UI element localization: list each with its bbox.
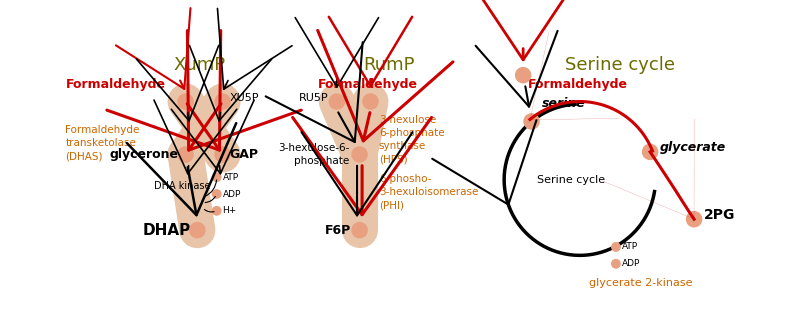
Text: serine: serine xyxy=(542,97,586,110)
Circle shape xyxy=(612,243,620,251)
Text: XumP: XumP xyxy=(174,56,226,74)
Text: RumP: RumP xyxy=(363,56,414,74)
Circle shape xyxy=(352,147,367,162)
Text: RU5P: RU5P xyxy=(299,93,328,103)
Text: Formaldehyde: Formaldehyde xyxy=(317,78,418,91)
Text: ATP: ATP xyxy=(622,242,638,251)
Text: H+: H+ xyxy=(222,206,237,215)
Text: 2PG: 2PG xyxy=(705,208,736,222)
Circle shape xyxy=(516,68,531,83)
Text: 3-hexulose-6-
phosphate: 3-hexulose-6- phosphate xyxy=(278,143,349,166)
Circle shape xyxy=(524,114,539,129)
Text: F6P: F6P xyxy=(325,224,351,237)
Circle shape xyxy=(213,207,221,215)
Circle shape xyxy=(215,147,230,162)
Text: glycerate 2-kinase: glycerate 2-kinase xyxy=(590,278,693,288)
Text: glycerate: glycerate xyxy=(660,141,726,154)
Circle shape xyxy=(363,94,378,109)
Circle shape xyxy=(352,223,367,238)
Circle shape xyxy=(642,144,658,159)
Text: Formaldehyde
transketolase
(DHAS): Formaldehyde transketolase (DHAS) xyxy=(65,125,139,162)
Circle shape xyxy=(329,94,344,109)
Circle shape xyxy=(686,212,701,227)
Circle shape xyxy=(215,94,230,109)
Text: Serine cycle: Serine cycle xyxy=(565,56,675,74)
Text: DHAP: DHAP xyxy=(143,223,190,238)
Circle shape xyxy=(178,94,193,109)
Text: DHA kinase: DHA kinase xyxy=(154,181,210,191)
Text: ADP: ADP xyxy=(222,189,241,198)
Text: ADP: ADP xyxy=(622,259,640,268)
Circle shape xyxy=(612,259,620,268)
Text: GAP: GAP xyxy=(230,148,258,161)
Circle shape xyxy=(178,147,193,162)
Text: 3-hexulose
6-phosphate
synthase
(HPS): 3-hexulose 6-phosphate synthase (HPS) xyxy=(379,115,445,165)
Circle shape xyxy=(213,190,221,198)
Circle shape xyxy=(213,173,221,181)
Text: XU5P: XU5P xyxy=(230,93,259,103)
Text: Formaldehyde: Formaldehyde xyxy=(65,78,166,91)
Text: 6-phosho-
3-hexuloisomerase
(PHI): 6-phosho- 3-hexuloisomerase (PHI) xyxy=(379,174,478,210)
Circle shape xyxy=(190,223,205,238)
Text: Serine cycle: Serine cycle xyxy=(537,175,606,185)
Text: Formaldehyde: Formaldehyde xyxy=(528,78,628,91)
Text: ATP: ATP xyxy=(222,173,238,182)
Text: glycerone: glycerone xyxy=(110,148,179,161)
